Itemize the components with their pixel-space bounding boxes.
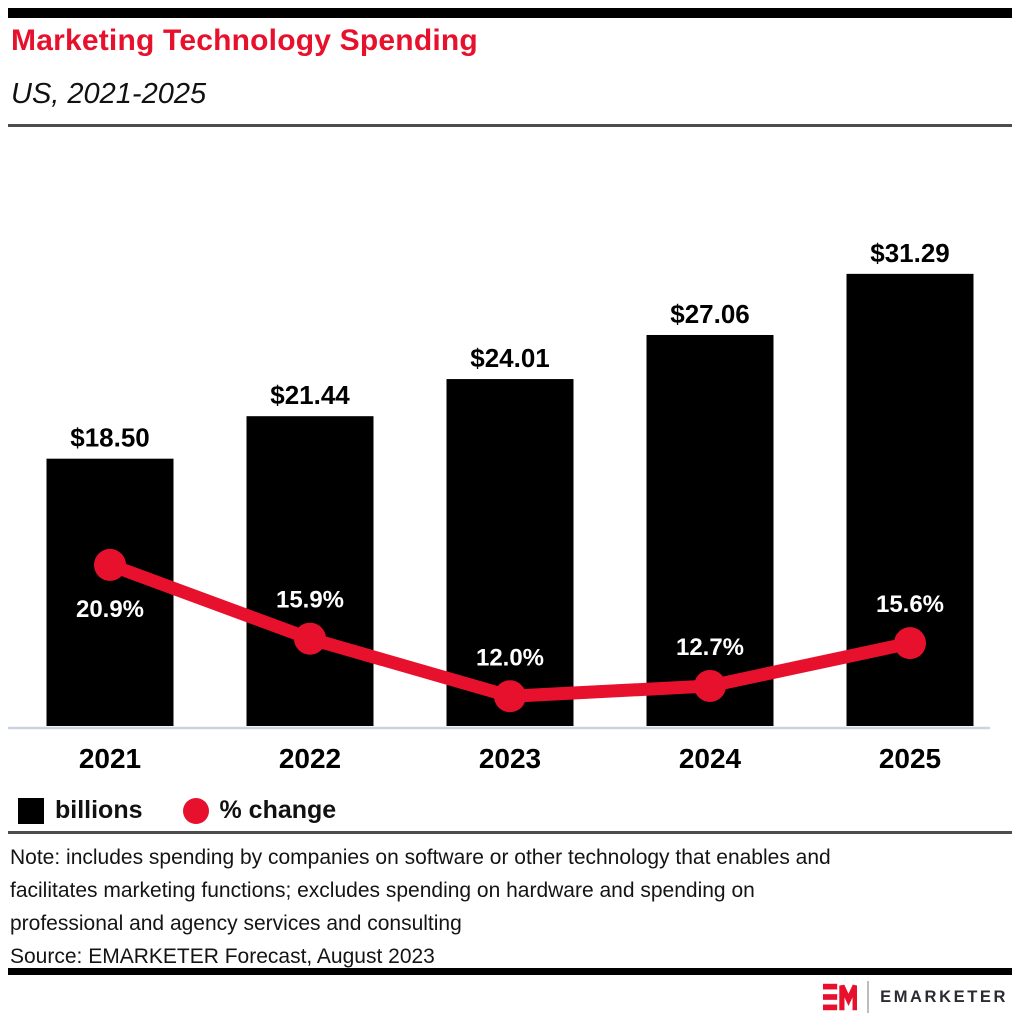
bar-2023 <box>446 379 574 726</box>
brand-name: EMARKETER <box>880 987 1008 1006</box>
x-axis-label-2022: 2022 <box>279 743 341 774</box>
pct-change-line <box>107 558 912 703</box>
note-line: Note: includes spending by companies on … <box>10 846 831 869</box>
bar-value-label-2025: $31.29 <box>870 238 950 268</box>
x-axis-label-2021: 2021 <box>79 743 141 774</box>
legend: billions % change <box>18 796 336 825</box>
pct-change-dot-2024 <box>694 669 726 702</box>
legend-label-pct-change: % change <box>219 796 337 824</box>
pct-change-label-2023: 12.0% <box>476 644 544 671</box>
bar-2022 <box>246 416 374 726</box>
source-line: Source: EMARKETER Forecast, August 2023 <box>10 945 435 968</box>
pct-change-label-2022: 15.9% <box>276 587 344 614</box>
bar-value-label-2024: $27.06 <box>670 299 750 329</box>
legend-divider <box>8 831 1012 834</box>
legend-label-billions: billions <box>55 796 143 824</box>
bar-2025 <box>846 273 974 726</box>
bar-2021 <box>46 458 174 726</box>
pct-change-dot-2023 <box>494 680 526 713</box>
pct-change-label-2024: 12.7% <box>676 634 744 661</box>
pct-change-dot-2025 <box>894 627 926 660</box>
header-divider <box>8 124 1012 127</box>
x-axis-label-2025: 2025 <box>879 743 941 774</box>
footer-divider-bar <box>8 968 1012 975</box>
bar-series-swatch <box>18 797 44 824</box>
pct-change-label-2021: 20.9% <box>76 596 144 623</box>
note-line: facilitates marketing functions; exclude… <box>10 879 755 902</box>
chart-title: Marketing Technology Spending <box>11 24 478 57</box>
footnote-block: Note: includes spending by companies on … <box>10 841 831 973</box>
bar-value-label-2022: $21.44 <box>270 380 350 410</box>
emarketer-logo-icon <box>823 983 858 1011</box>
brand-lockup: EMARKETER <box>823 981 1008 1013</box>
pct-change-dot-2022 <box>294 622 326 655</box>
x-axis-label-2023: 2023 <box>479 743 541 774</box>
note-line: professional and agency services and con… <box>10 912 462 935</box>
top-accent-bar <box>8 8 1012 18</box>
x-axis-label-2024: 2024 <box>679 743 742 774</box>
pct-change-dot-2021 <box>94 548 126 581</box>
pct-change-label-2025: 15.6% <box>876 591 944 618</box>
bar-2024 <box>646 334 774 726</box>
bar-value-label-2021: $18.50 <box>70 423 150 453</box>
chart-subtitle: US, 2021-2025 <box>11 78 207 110</box>
line-series-swatch <box>182 797 209 824</box>
logo-text-separator <box>867 981 870 1013</box>
bar-value-label-2023: $24.01 <box>470 343 550 373</box>
